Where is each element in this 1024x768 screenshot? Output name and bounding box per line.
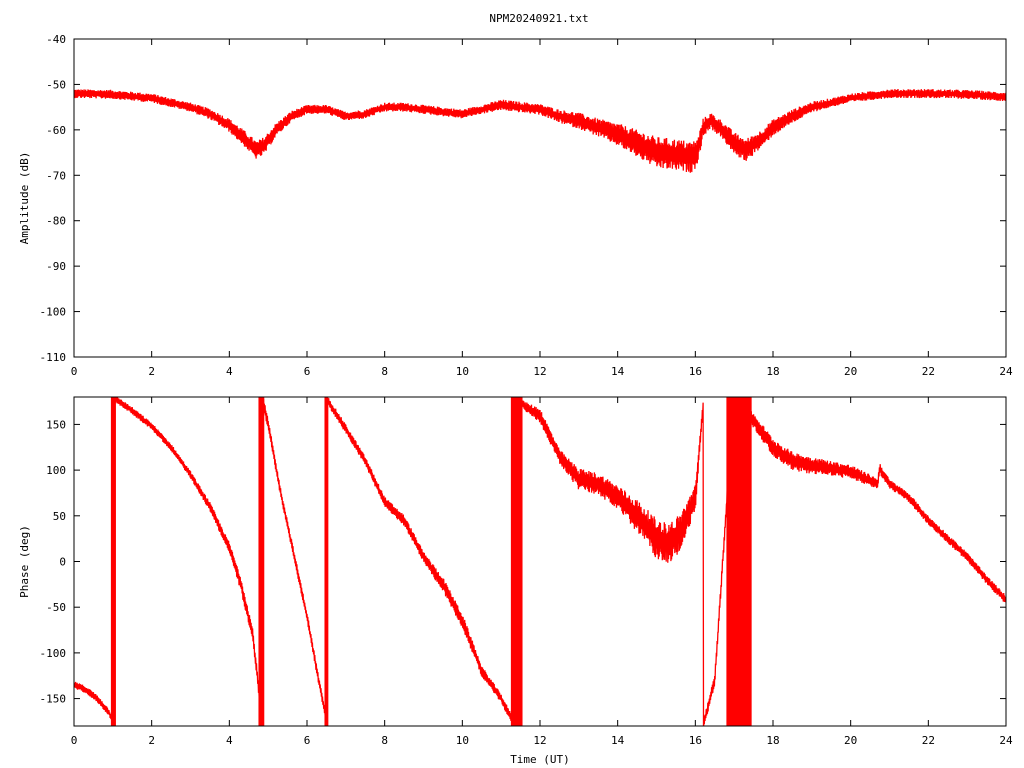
phase-wrap-band-3	[510, 397, 523, 726]
y-tick-label: -80	[46, 215, 66, 228]
x-tick-label: 16	[689, 734, 702, 747]
x-tick-label: 22	[922, 365, 935, 378]
y-tick-label: -90	[46, 260, 66, 273]
x-tick-label: 2	[148, 734, 155, 747]
y-tick-label: 100	[46, 464, 66, 477]
plot-frame	[73, 38, 1007, 358]
x-axis-label: Time (UT)	[510, 753, 570, 766]
phase-wrap-band-0	[110, 397, 116, 726]
phase-panel: 0 2 4 6 8 10 12 14 16 18 20 22 24-150-100-5005010015…	[18, 396, 1013, 766]
x-tick-label: 6	[304, 734, 311, 747]
y-tick-label: -50	[46, 78, 66, 91]
x-tick-label: 10	[456, 734, 469, 747]
x-tick-label: 18	[766, 734, 779, 747]
y-tick-label: -150	[40, 693, 67, 706]
x-tick-label: 10	[456, 365, 469, 378]
y-tick-label: -50	[46, 601, 66, 614]
x-tick-label: 4	[226, 365, 233, 378]
y-tick-label: -60	[46, 124, 66, 137]
x-tick-label: 16	[689, 365, 702, 378]
plot-frame	[73, 396, 1007, 727]
x-tick-label: 14	[611, 734, 625, 747]
x-tick-label: 14	[611, 365, 625, 378]
y-tick-label: -70	[46, 169, 66, 182]
x-tick-label: 12	[533, 734, 546, 747]
series-line-0	[74, 397, 1006, 726]
x-tick-label: 24	[999, 734, 1013, 747]
x-tick-label: 8	[381, 365, 388, 378]
y-axis-label: Amplitude (dB)	[18, 152, 31, 245]
y-tick-label: -100	[40, 306, 67, 319]
y-tick-label: 0	[59, 556, 66, 569]
phase-wrap-band-4	[726, 397, 752, 726]
x-tick-label: 8	[381, 734, 388, 747]
y-tick-label: -100	[40, 647, 67, 660]
x-tick-label: 4	[226, 734, 233, 747]
y-tick-label: -110	[40, 351, 67, 364]
plot-area	[74, 397, 1006, 726]
x-tick-label: 0	[71, 734, 78, 747]
amplitude-panel: 0 2 4 6 8 10 12 14 16 18 20 22 24-110-100-90-80-70-6…	[18, 33, 1013, 378]
x-tick-label: 12	[533, 365, 546, 378]
phase-wrap-band-1	[258, 397, 265, 726]
y-tick-label: -40	[46, 33, 66, 46]
y-tick-label: 50	[53, 510, 66, 523]
x-tick-label: 20	[844, 365, 857, 378]
x-tick-label: 18	[766, 365, 779, 378]
plot-area	[74, 88, 1006, 173]
x-tick-label: 20	[844, 734, 857, 747]
x-tick-label: 0	[71, 365, 78, 378]
x-tick-label: 2	[148, 365, 155, 378]
y-axis-label: Phase (deg)	[18, 525, 31, 598]
y-tick-label: 150	[46, 418, 66, 431]
x-tick-label: 6	[304, 365, 311, 378]
x-tick-label: 24	[999, 365, 1013, 378]
series-line-0	[74, 88, 1006, 173]
x-tick-label: 22	[922, 734, 935, 747]
chart-title: NPM20240921.txt	[489, 12, 588, 25]
phase-wrap-band-2	[324, 397, 329, 726]
